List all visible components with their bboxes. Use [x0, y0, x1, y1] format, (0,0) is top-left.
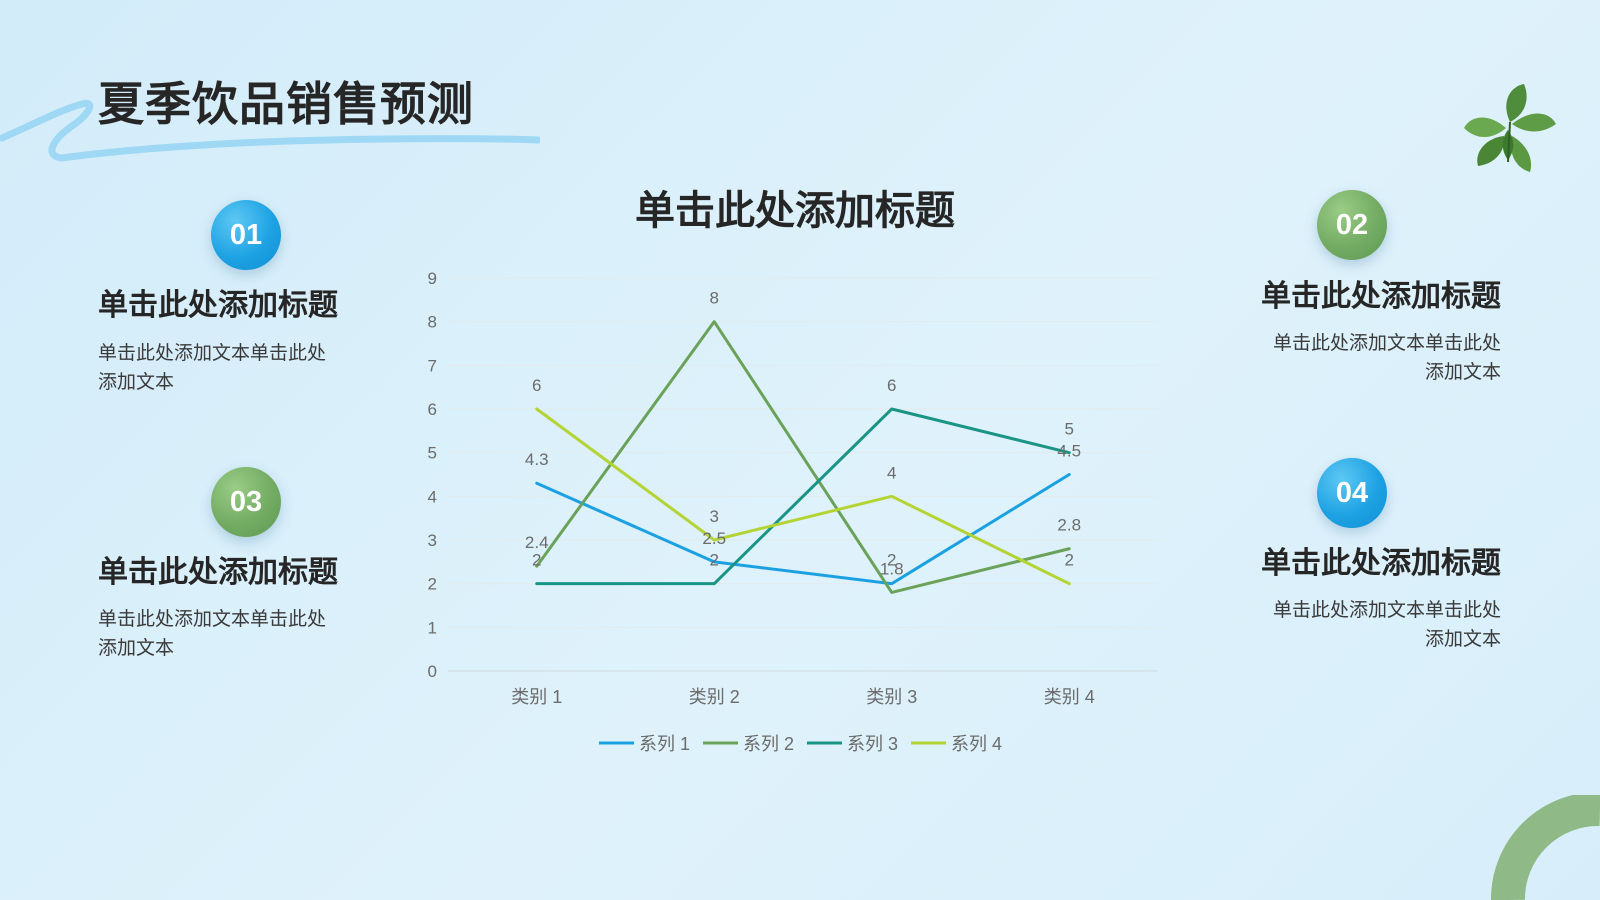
y-tick-label: 8	[428, 313, 437, 332]
y-tick-label: 2	[428, 575, 437, 594]
block-02-text[interactable]: 单击此处添加文本单击此处添加文本	[1272, 333, 1501, 383]
data-label: 2.5	[702, 529, 726, 548]
page-title: 夏季饮品销售预测	[98, 78, 474, 130]
badge-02: 02	[1317, 190, 1387, 260]
data-label: 8	[710, 289, 719, 308]
x-tick-label: 类别 1	[511, 687, 562, 707]
series-line-4	[535, 407, 1071, 586]
badge-01: 01	[211, 200, 281, 270]
chart-title[interactable]: 单击此处添加标题	[635, 189, 955, 233]
data-label: 5	[1065, 420, 1074, 439]
block-03-text[interactable]: 单击此处添加文本单击此处添加文本	[98, 609, 327, 659]
legend-label: 系列 4	[951, 734, 1002, 754]
y-tick-label: 9	[428, 269, 437, 288]
brush-stroke-decoration	[0, 99, 540, 162]
x-tick-label: 类别 4	[1044, 687, 1095, 707]
y-tick-label: 4	[428, 487, 437, 506]
mint-leaves-icon	[1464, 84, 1556, 172]
data-label: 2	[887, 551, 896, 570]
block-04-text[interactable]: 单击此处添加文本单击此处添加文本	[1272, 600, 1501, 650]
block-02-title[interactable]: 单击此处添加标题	[1261, 280, 1501, 313]
series-line-2	[535, 320, 1071, 594]
data-label: 4.5	[1057, 442, 1081, 461]
block-01-text[interactable]: 单击此处添加文本单击此处添加文本	[98, 343, 327, 393]
y-tick-label: 0	[428, 662, 437, 681]
data-label: 2.4	[525, 533, 549, 552]
data-label: 2	[532, 551, 541, 570]
block-04-title[interactable]: 单击此处添加标题	[1261, 547, 1501, 580]
series-line-3	[535, 407, 1071, 586]
legend-label: 系列 1	[639, 734, 690, 754]
data-label: 1.8	[880, 559, 904, 578]
block-01-title[interactable]: 单击此处添加标题	[98, 289, 338, 322]
data-label: 4.3	[525, 450, 549, 469]
y-tick-label: 1	[428, 618, 437, 637]
series-line-1	[535, 473, 1071, 586]
block-03-title[interactable]: 单击此处添加标题	[98, 556, 338, 589]
data-label: 4	[887, 463, 896, 482]
y-tick-label: 7	[428, 356, 437, 375]
y-tick-label: 5	[428, 444, 437, 463]
y-tick-label: 6	[428, 400, 437, 419]
data-label: 2.8	[1057, 516, 1081, 535]
data-label: 2	[1065, 551, 1074, 570]
arc-decoration	[1491, 795, 1600, 900]
x-tick-label: 类别 3	[866, 687, 917, 707]
data-label: 6	[887, 376, 896, 395]
y-tick-label: 3	[428, 531, 437, 550]
badge-03: 03	[211, 467, 281, 537]
data-label: 2	[710, 551, 719, 570]
legend-label: 系列 3	[847, 734, 898, 754]
x-tick-label: 类别 2	[689, 687, 740, 707]
legend-label: 系列 2	[743, 734, 794, 754]
data-label: 6	[532, 376, 541, 395]
data-label: 3	[710, 507, 719, 526]
badge-04: 04	[1317, 458, 1387, 528]
